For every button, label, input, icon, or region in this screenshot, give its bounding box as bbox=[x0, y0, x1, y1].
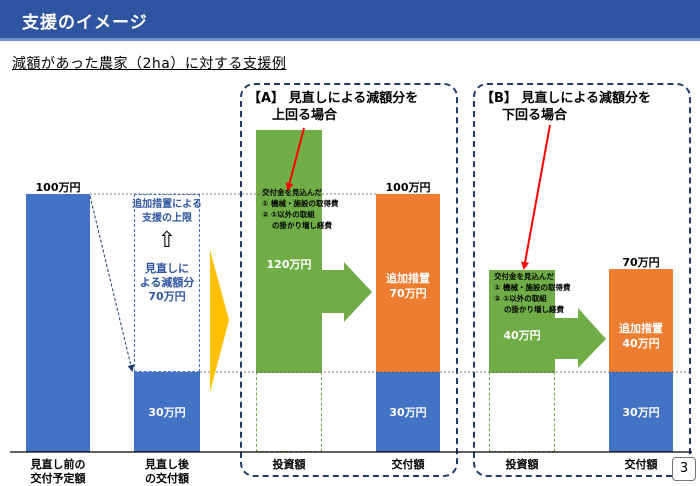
panel-b-investment-bar bbox=[489, 270, 555, 373]
panel-b-base-bar bbox=[609, 372, 673, 452]
panel-b-note-line4: の掛かり増し経費 bbox=[504, 305, 564, 314]
panel-a-note-line3: ② ①以外の取組 bbox=[262, 210, 315, 219]
panel-a-extra-line2: 70万円 bbox=[389, 287, 427, 300]
x-label-panel-b-investment: 投資額 bbox=[505, 458, 539, 471]
panel-a-title-line1: 【A】 見直しによる減額分を bbox=[248, 91, 419, 106]
x-label-panel-a-investment: 投資額 bbox=[272, 458, 306, 471]
panel-b-note-line2: ① 機械・施設の取得費 bbox=[494, 283, 571, 292]
panel-b-frame bbox=[473, 83, 691, 477]
page-title: 支援のイメージ bbox=[22, 13, 148, 33]
panel-b-note-line3: ② ①以外の取組 bbox=[494, 294, 547, 303]
reduction-outline bbox=[134, 194, 200, 372]
panel-a-title-line2: 上回る場合 bbox=[272, 108, 338, 123]
x-label-panel-a-payment: 交付額 bbox=[391, 458, 425, 471]
panel-b-green-arrow-icon bbox=[555, 308, 606, 368]
panel-a-base-value: 30万円 bbox=[389, 406, 427, 419]
panel-b-title-line2: 下回る場合 bbox=[502, 108, 568, 123]
panel-b-note-line1: 交付金を見込んだ bbox=[494, 272, 554, 281]
panel-a-green-arrow-icon bbox=[322, 262, 372, 322]
chevron-icon bbox=[210, 250, 229, 392]
panel-a-frame bbox=[240, 83, 458, 477]
panel-a-extra-bar bbox=[376, 194, 440, 372]
panel-b-extra-line2: 40万円 bbox=[622, 337, 660, 350]
panel-a-extra-line1: 追加措置 bbox=[386, 272, 430, 285]
subtitle: 減額があった農家（2ha）に対する支援例 bbox=[12, 56, 287, 72]
reduction-line3: 70万円 bbox=[148, 290, 186, 303]
panel-a-payment-top-label: 100万円 bbox=[385, 181, 431, 194]
before-bar bbox=[26, 194, 90, 452]
up-arrow-icon: ⇧ bbox=[157, 228, 177, 253]
header-bar bbox=[0, 0, 700, 38]
panel-a-note-line4: の掛かり増し経費 bbox=[272, 221, 332, 230]
panel-a-investment-value: 120万円 bbox=[266, 258, 312, 271]
after-bar bbox=[134, 372, 200, 452]
panel-a-red-arrow-icon bbox=[285, 127, 305, 191]
reduction-diagonal-arrow bbox=[89, 195, 135, 372]
x-label-after-line1: 見直し後 bbox=[145, 458, 189, 471]
panel-b-base-value: 30万円 bbox=[622, 406, 660, 419]
upper-limit-line1: 追加措置による bbox=[132, 199, 202, 210]
panel-a-note-line2: ① 機械・施設の取得費 bbox=[262, 199, 339, 208]
before-bar-label: 100万円 bbox=[35, 181, 81, 194]
panel-a-investment-bar bbox=[256, 130, 322, 373]
panel-b-extra-line1: 追加措置 bbox=[619, 322, 663, 335]
panel-b-payment-top-label: 70万円 bbox=[622, 256, 660, 269]
header-underline bbox=[0, 38, 700, 41]
panel-a-note-line1: 交付金を見込んだ bbox=[262, 188, 322, 197]
x-label-after-line2: の交付額 bbox=[145, 472, 189, 485]
x-label-before-line1: 見直し前の bbox=[30, 458, 86, 471]
page-number: 3 bbox=[672, 457, 696, 481]
x-label-before-line2: 交付予定額 bbox=[30, 472, 86, 485]
reduction-line1: 見直しに bbox=[145, 262, 189, 275]
upper-limit-line2: 支援の上限 bbox=[142, 213, 192, 224]
after-bar-value: 30万円 bbox=[148, 406, 186, 419]
panel-b-title-line1: 【B】 見直しによる減額分を bbox=[481, 91, 652, 106]
x-label-panel-b-payment: 交付額 bbox=[624, 458, 658, 471]
panel-b-extra-bar bbox=[609, 269, 673, 372]
panel-b-red-arrow-icon bbox=[521, 124, 551, 270]
panel-b-investment-value: 40万円 bbox=[503, 329, 541, 342]
panel-a-base-bar bbox=[376, 372, 440, 452]
reduction-line2: よる減額分 bbox=[139, 276, 195, 289]
